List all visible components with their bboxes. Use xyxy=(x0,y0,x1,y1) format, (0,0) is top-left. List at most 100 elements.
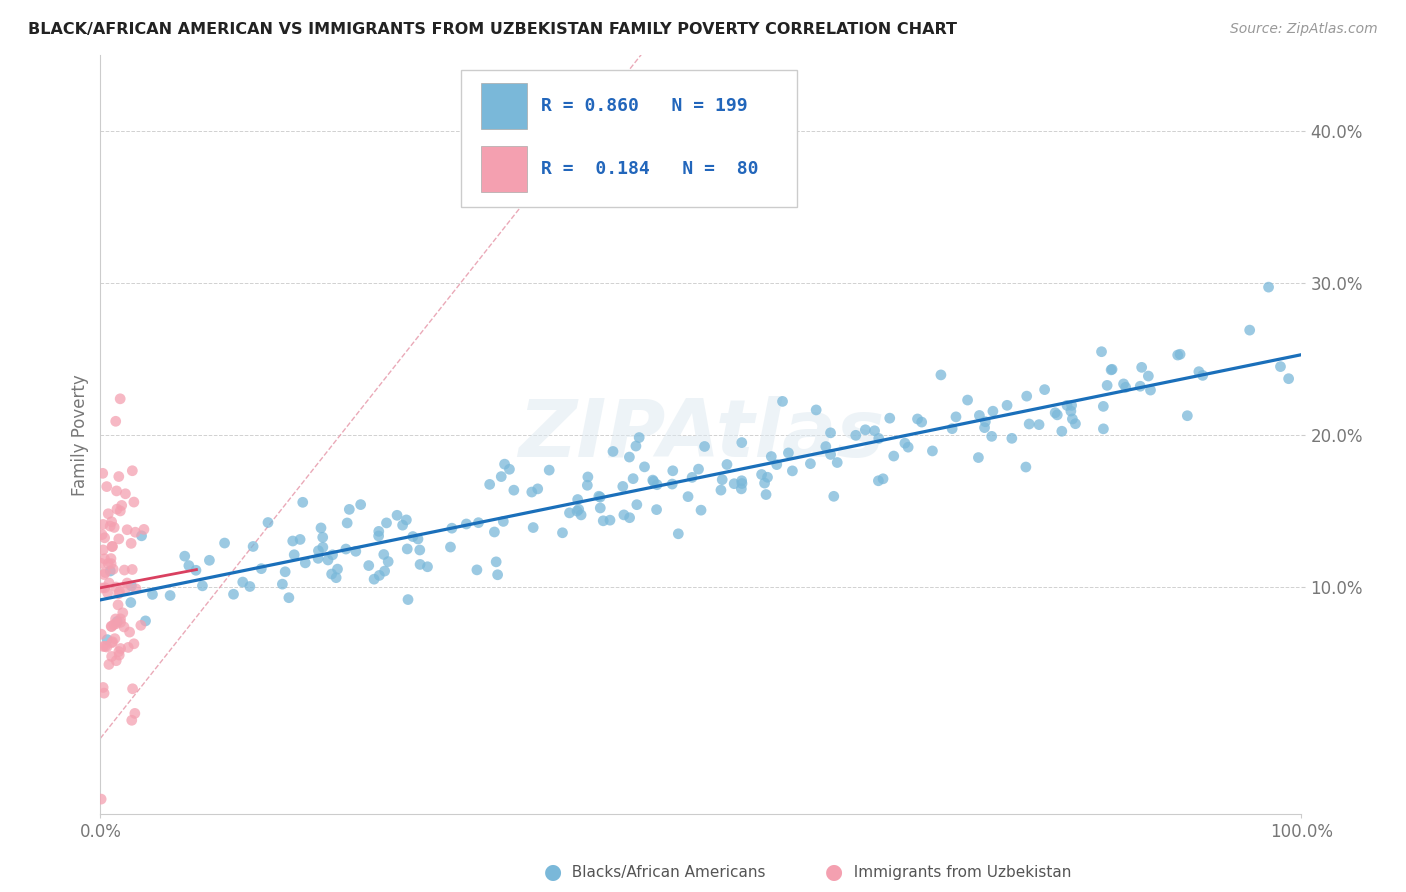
Point xyxy=(879,411,901,425)
Text: BLACK/AFRICAN AMERICAN VS IMMIGRANTS FROM UZBEKISTAN FAMILY POVERTY CORRELATION : BLACK/AFRICAN AMERICAN VS IMMIGRANTS FRO… xyxy=(28,22,957,37)
Point xyxy=(565,504,588,518)
Point xyxy=(1046,408,1069,422)
Point xyxy=(666,526,689,541)
Point xyxy=(326,562,349,576)
Point xyxy=(312,541,335,555)
Point xyxy=(907,412,929,426)
Point xyxy=(731,476,754,491)
Point xyxy=(131,529,153,543)
Point xyxy=(91,517,114,532)
Point xyxy=(93,551,115,566)
Point xyxy=(291,495,314,509)
Point xyxy=(1168,347,1191,361)
Point xyxy=(110,641,132,656)
Point xyxy=(93,531,115,545)
Point xyxy=(681,470,703,484)
Point xyxy=(104,612,127,626)
Point xyxy=(337,502,360,516)
Point xyxy=(173,549,195,564)
Point xyxy=(1137,369,1160,384)
Point xyxy=(1167,348,1189,362)
Point xyxy=(111,606,134,620)
Point xyxy=(141,587,163,601)
Point xyxy=(756,470,779,484)
Point xyxy=(1033,383,1056,397)
Point xyxy=(344,544,367,558)
Point xyxy=(1028,417,1050,432)
Point xyxy=(1050,424,1073,438)
Point xyxy=(723,476,745,491)
Point xyxy=(107,587,129,601)
Point xyxy=(731,474,754,488)
Point xyxy=(134,614,156,628)
Point xyxy=(751,467,773,482)
Point xyxy=(97,557,120,571)
Point xyxy=(478,477,501,491)
Point xyxy=(118,625,141,640)
Point xyxy=(1001,431,1024,445)
Point xyxy=(107,469,129,483)
Point xyxy=(111,499,134,513)
Point xyxy=(121,681,143,696)
Point xyxy=(103,617,125,632)
Point xyxy=(274,565,297,579)
Point xyxy=(124,525,146,540)
Point xyxy=(120,536,142,550)
Point xyxy=(863,424,886,438)
Point xyxy=(367,529,389,543)
Point xyxy=(90,627,112,641)
Point xyxy=(1056,398,1078,412)
Point xyxy=(104,414,127,428)
Point xyxy=(283,548,305,562)
Point xyxy=(101,634,124,648)
Point xyxy=(321,567,343,582)
Point xyxy=(941,422,963,436)
Point xyxy=(1129,379,1152,393)
Point xyxy=(98,576,121,591)
Point xyxy=(1115,380,1137,394)
Point xyxy=(661,477,683,491)
Point xyxy=(897,440,920,454)
Point xyxy=(409,558,432,572)
Point xyxy=(239,580,262,594)
Point xyxy=(93,686,115,700)
Point xyxy=(558,506,581,520)
Point xyxy=(641,473,664,487)
Point xyxy=(94,581,117,595)
Point xyxy=(569,508,592,522)
Point xyxy=(110,504,132,518)
Point xyxy=(214,536,236,550)
Point xyxy=(97,586,120,600)
Point xyxy=(716,458,738,472)
Point xyxy=(105,615,128,629)
Point xyxy=(198,553,221,567)
Point xyxy=(894,436,917,450)
Point xyxy=(1099,363,1122,377)
Point xyxy=(872,472,894,486)
Point xyxy=(121,562,143,576)
FancyBboxPatch shape xyxy=(481,83,527,128)
Point xyxy=(730,482,752,496)
Point xyxy=(974,415,997,429)
Point xyxy=(981,404,1004,418)
Point xyxy=(929,368,952,382)
Point xyxy=(91,467,114,481)
Point xyxy=(257,516,280,530)
Point xyxy=(104,632,127,646)
Point xyxy=(312,530,335,544)
Point xyxy=(1270,359,1292,374)
Point xyxy=(93,567,115,582)
Point xyxy=(1257,280,1279,294)
Point xyxy=(377,555,399,569)
Text: Source: ZipAtlas.com: Source: ZipAtlas.com xyxy=(1230,22,1378,37)
Point xyxy=(363,572,385,586)
Point xyxy=(619,510,641,524)
Point xyxy=(820,447,842,461)
FancyBboxPatch shape xyxy=(461,70,797,207)
Point xyxy=(440,521,463,535)
Point xyxy=(619,450,641,464)
Point xyxy=(967,450,990,465)
Point xyxy=(309,521,332,535)
Point xyxy=(690,503,713,517)
Point xyxy=(731,435,754,450)
